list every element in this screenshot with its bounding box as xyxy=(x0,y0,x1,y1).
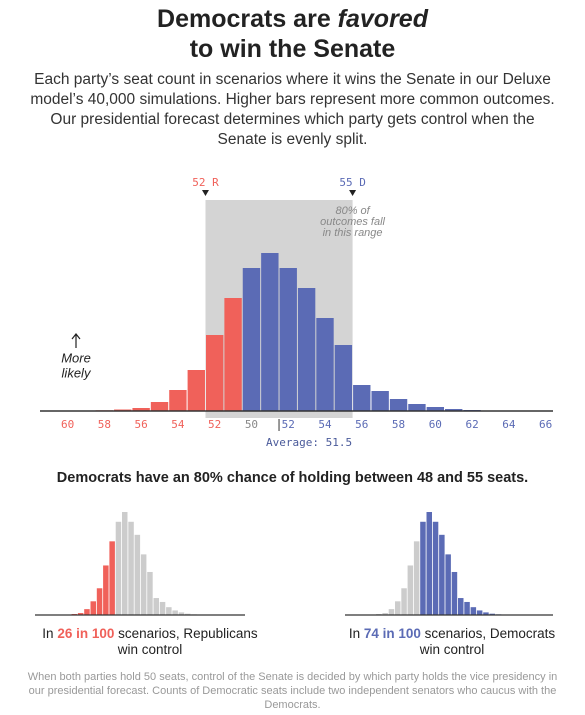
x-tick-label: 58 xyxy=(98,418,111,431)
small-bar xyxy=(483,612,489,615)
range-marker xyxy=(201,190,209,196)
bar xyxy=(426,407,445,411)
range-end-label: 55 D xyxy=(339,176,366,189)
title: Democrats are favored to win the Senate xyxy=(0,4,585,64)
bar xyxy=(297,288,316,411)
bar xyxy=(150,402,169,411)
caption-text: In xyxy=(348,626,364,641)
small-bar xyxy=(140,554,147,615)
bar xyxy=(316,318,334,411)
title-text: to win the Senate xyxy=(189,35,396,63)
range-start-label: 52 R xyxy=(192,176,219,189)
small-bar xyxy=(96,588,103,615)
small-bar xyxy=(401,588,407,615)
x-tick-label: 54 xyxy=(171,418,185,431)
small-bar xyxy=(172,610,178,615)
bar xyxy=(261,253,279,411)
summary: Democrats have an 80% chance of holding … xyxy=(56,470,529,486)
range-marker xyxy=(349,190,357,196)
bar xyxy=(224,298,242,411)
small-bar xyxy=(407,565,414,615)
x-tick-label: 56 xyxy=(355,418,368,431)
small-bar xyxy=(185,613,191,615)
caption-text: scenarios, Democrats xyxy=(420,626,556,641)
caption-text: In xyxy=(42,626,58,641)
caption-highlight: 26 in 100 xyxy=(57,626,115,641)
bar xyxy=(408,404,426,411)
bar xyxy=(242,268,261,411)
x-tick-label: 52 xyxy=(208,418,221,431)
small-bar xyxy=(413,541,420,615)
x-tick-label: 60 xyxy=(429,418,442,431)
small-bar xyxy=(445,554,451,615)
caption-highlight: 74 in 100 xyxy=(363,626,421,641)
x-tick-label: 52 xyxy=(282,418,295,431)
average-label: Average: 51.5 xyxy=(266,436,352,449)
small-bar xyxy=(439,534,445,615)
y-label: likely xyxy=(62,365,92,380)
caption: In 74 in 100 scenarios, Democrats win con… xyxy=(312,626,585,658)
range-note: outcomes fall xyxy=(320,216,385,228)
x-tick-label: 58 xyxy=(392,418,405,431)
small-bar xyxy=(128,521,134,615)
small-bar xyxy=(395,601,401,615)
footnote: When both parties hold 50 seats, control… xyxy=(27,671,558,711)
bar xyxy=(445,409,463,411)
small-bar xyxy=(103,565,109,615)
small-bar xyxy=(388,609,395,615)
small-bar xyxy=(90,601,96,615)
small-bar xyxy=(476,610,483,615)
range-note: 80% of xyxy=(335,205,370,217)
bar xyxy=(371,391,389,411)
title-text: Democrats are xyxy=(157,5,338,33)
x-tick-label: 66 xyxy=(539,418,552,431)
caption-text: win control xyxy=(117,642,183,657)
y-arrow xyxy=(71,333,81,348)
title-emphasis: favored xyxy=(337,5,428,33)
small-bar xyxy=(489,613,495,615)
bar xyxy=(389,399,408,411)
small-bar xyxy=(115,521,122,615)
small-bar xyxy=(166,607,172,615)
small-bar xyxy=(451,571,458,615)
small-bar xyxy=(420,521,426,615)
bar xyxy=(205,335,224,411)
small-bar xyxy=(426,512,432,615)
bar xyxy=(353,385,371,411)
y-label: More xyxy=(61,350,91,365)
small-bar xyxy=(458,598,464,615)
small-bar xyxy=(153,598,159,615)
small-bar xyxy=(159,601,166,615)
small-bar xyxy=(464,601,470,615)
bar xyxy=(187,370,205,411)
small-bar xyxy=(382,613,388,615)
bar xyxy=(169,390,187,411)
small-bar xyxy=(84,609,90,615)
caption: In 26 in 100 scenarios, Republicans win c… xyxy=(10,626,290,658)
bar xyxy=(279,268,297,411)
x-tick-label: 54 xyxy=(318,418,332,431)
bar xyxy=(132,408,150,411)
small-bar xyxy=(432,521,439,615)
caption-text: win control xyxy=(419,642,485,657)
small-bar xyxy=(109,541,115,615)
caption-text: scenarios, Republicans xyxy=(114,626,258,641)
x-tick-label: 62 xyxy=(465,418,478,431)
x-tick-label: 64 xyxy=(502,418,516,431)
small-bar xyxy=(178,612,185,615)
small-bar xyxy=(147,571,153,615)
x-tick-label: 56 xyxy=(135,418,148,431)
bar xyxy=(334,345,353,411)
x-tick-label: 50 xyxy=(245,418,258,431)
x-tick-label: 60 xyxy=(61,418,74,431)
small-bar xyxy=(122,512,128,615)
small-bar xyxy=(470,607,477,615)
small-bar xyxy=(77,613,84,615)
small-bar xyxy=(134,534,141,615)
range-note: in this range xyxy=(323,227,383,239)
description: Each party’s seat count in scenarios whe… xyxy=(30,71,555,148)
